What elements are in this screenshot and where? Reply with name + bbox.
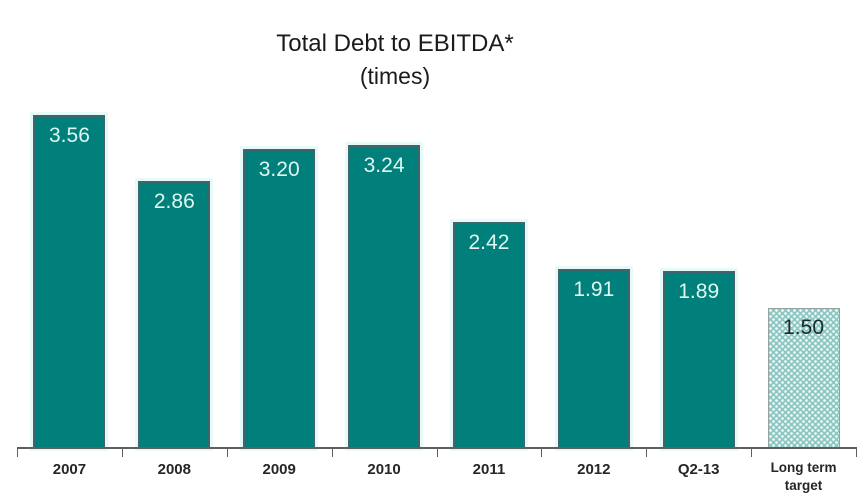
x-axis-tick	[227, 449, 228, 457]
x-axis-tick	[332, 449, 333, 457]
x-axis-label-2007: 2007	[52, 461, 87, 478]
bar-2010: 3.24	[348, 145, 421, 448]
bar-value-label: 3.56	[49, 124, 90, 147]
x-axis-label-2008: 2008	[157, 461, 191, 478]
chart-subtitle: (times)	[359, 63, 431, 89]
x-axis-tick	[646, 449, 647, 457]
bar-2008: 2.86	[138, 181, 211, 448]
bar-value-label: 3.20	[258, 158, 300, 181]
bar-value-label: 3.24	[363, 154, 405, 177]
chart-title: Total Debt to EBITDA*	[276, 30, 514, 57]
x-axis-line	[17, 447, 857, 449]
x-axis-tick	[541, 449, 542, 457]
bar-value-label: 2.42	[468, 231, 510, 254]
x-axis-label-q2-13: Q2-13	[677, 461, 720, 478]
x-axis-tick	[856, 449, 857, 457]
x-axis-label-long-term-target: Long term target	[770, 460, 837, 493]
bar-2009: 3.20	[243, 149, 316, 448]
x-axis-tick	[17, 449, 18, 457]
bar-q2-13: 1.89	[662, 271, 735, 448]
bar-long-term-target: 1.50	[767, 308, 840, 448]
bar-value-label: 1.91	[573, 278, 615, 301]
x-axis-tick	[751, 449, 752, 457]
bar-value-label: 1.50	[783, 316, 824, 339]
bar-value-label: 1.89	[678, 280, 720, 303]
bar-2012: 1.91	[557, 269, 630, 448]
x-axis-label-2011: 2011	[472, 461, 506, 478]
bar-2011: 2.42	[452, 222, 525, 448]
x-axis-tick	[122, 449, 123, 457]
x-axis-label-2009: 2009	[262, 461, 296, 478]
x-axis-label-2010: 2010	[367, 461, 401, 478]
bar-value-label: 2.86	[153, 190, 195, 213]
chart-title-block: Total Debt to EBITDA* (times)	[0, 30, 790, 89]
x-axis-tick	[437, 449, 438, 457]
bar-2007: 3.56	[33, 115, 106, 448]
x-axis-label-2012: 2012	[577, 461, 611, 478]
